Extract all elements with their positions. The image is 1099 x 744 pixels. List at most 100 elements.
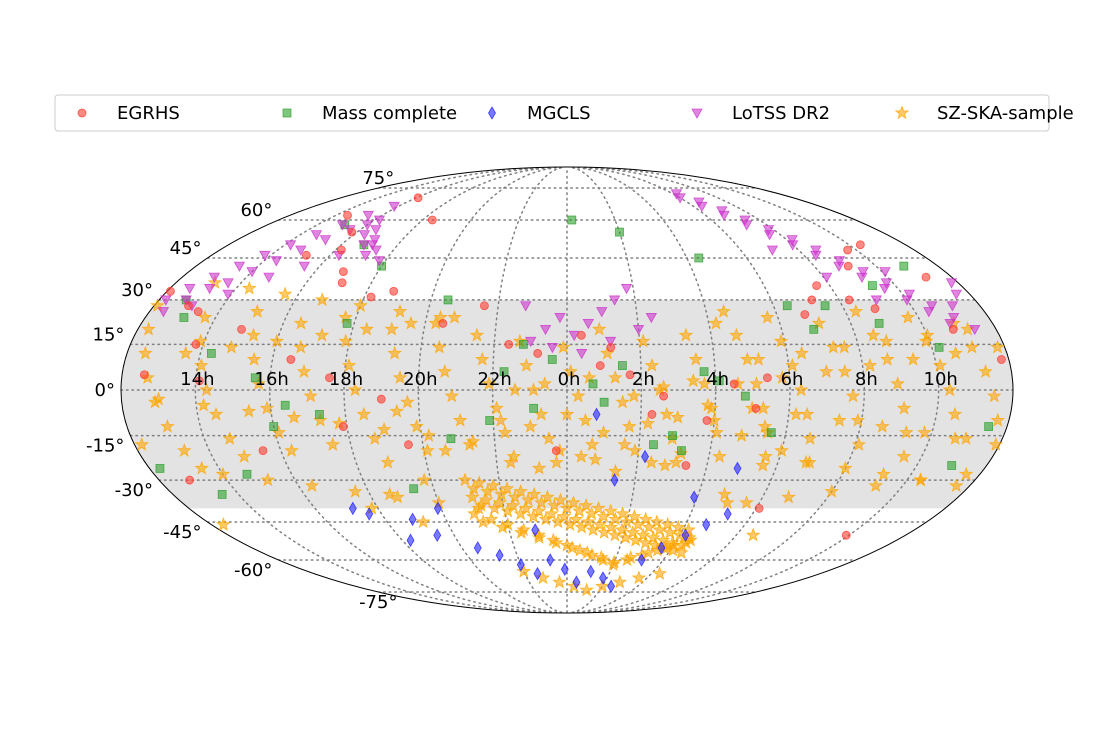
data-point (812, 281, 821, 290)
data-point (568, 330, 580, 342)
data-point (766, 428, 776, 438)
data-point (553, 492, 568, 507)
legend-frame (54, 94, 1050, 132)
data-point (824, 483, 840, 498)
data-point (716, 303, 731, 318)
data-point (587, 451, 603, 466)
data-point (766, 245, 779, 256)
data-point (269, 422, 279, 431)
ra-tick-labels: 14h 16h 18h 20h 22h 0h 2h 4h 6h 8h 10h (180, 369, 958, 390)
data-point (573, 448, 589, 463)
data-point (380, 454, 396, 469)
meridian-line (582, 167, 791, 613)
data-point (845, 388, 861, 403)
data-point (138, 345, 153, 360)
data-point (241, 403, 257, 418)
data-point (606, 342, 616, 352)
data-point (518, 500, 534, 515)
data-point (702, 416, 712, 425)
data-point (382, 486, 397, 501)
data-point (513, 524, 529, 539)
data-point (645, 530, 661, 544)
data-point (681, 528, 690, 543)
data-point (997, 355, 1006, 364)
data-point (531, 503, 547, 518)
data-point (193, 357, 209, 372)
data-point (315, 410, 324, 419)
data-point (579, 545, 595, 560)
data-point (409, 418, 425, 433)
data-point (612, 574, 628, 589)
data-point (948, 324, 958, 334)
data-point (475, 514, 491, 529)
data-point (714, 376, 724, 386)
data-point (538, 511, 554, 526)
data-point (668, 431, 677, 441)
data-point (702, 517, 711, 532)
data-point (551, 446, 561, 456)
data-point (362, 210, 374, 222)
data-point (415, 514, 431, 529)
data-point (233, 261, 246, 272)
data-point (670, 409, 685, 424)
data-point (155, 464, 165, 473)
data-point (745, 527, 761, 542)
data-point (547, 355, 557, 364)
data-point (678, 327, 694, 342)
legend-entry: MGCLS (488, 103, 591, 124)
data-point (749, 376, 764, 391)
legend: EGRHS Mass complete MGCLS LoTSS DR2 SZ-SKA-s… (54, 94, 1074, 132)
data-point (295, 245, 307, 256)
data-point (365, 507, 374, 521)
legend-marker (77, 108, 87, 118)
data-point (505, 497, 521, 512)
data-point (666, 537, 681, 552)
data-point (878, 333, 894, 348)
data-point (208, 406, 224, 421)
data-point (489, 400, 504, 415)
data-point (215, 466, 231, 481)
data-point (408, 512, 417, 527)
data-point (298, 261, 311, 272)
data-point (640, 415, 656, 430)
data-point (572, 575, 581, 589)
data-point (389, 286, 399, 296)
meridian-line (587, 167, 866, 613)
data-point (644, 357, 660, 372)
data-point (579, 582, 594, 597)
data-point (259, 250, 271, 262)
data-point (603, 503, 619, 518)
data-point (178, 345, 193, 360)
data-point (246, 267, 258, 278)
data-point (224, 339, 239, 354)
data-point (546, 342, 559, 354)
data-point (493, 486, 509, 501)
data-point (649, 440, 658, 450)
data-point (438, 318, 448, 328)
legend-label: MGCLS (527, 103, 591, 124)
data-point (709, 424, 724, 439)
data-point (280, 400, 290, 410)
data-point (499, 481, 515, 495)
data-point (807, 295, 817, 305)
data-point (444, 388, 460, 403)
dec-tick-label: -30° (115, 480, 153, 501)
data-point (649, 514, 665, 529)
meridian-line (576, 167, 717, 613)
data-point (690, 490, 699, 505)
data-point (934, 342, 944, 352)
data-point (794, 345, 809, 360)
data-point (217, 490, 227, 499)
data-point (610, 473, 619, 487)
data-point (717, 486, 732, 501)
data-point (603, 519, 619, 534)
data-point (184, 284, 196, 295)
data-point (207, 275, 223, 289)
ra-tick-label: 8h (855, 369, 878, 390)
data-point (739, 495, 754, 510)
data-point (554, 313, 566, 324)
data-point (652, 566, 668, 580)
ra-tick-label: 22h (478, 369, 512, 390)
data-point (465, 434, 481, 448)
data-point (844, 295, 854, 305)
